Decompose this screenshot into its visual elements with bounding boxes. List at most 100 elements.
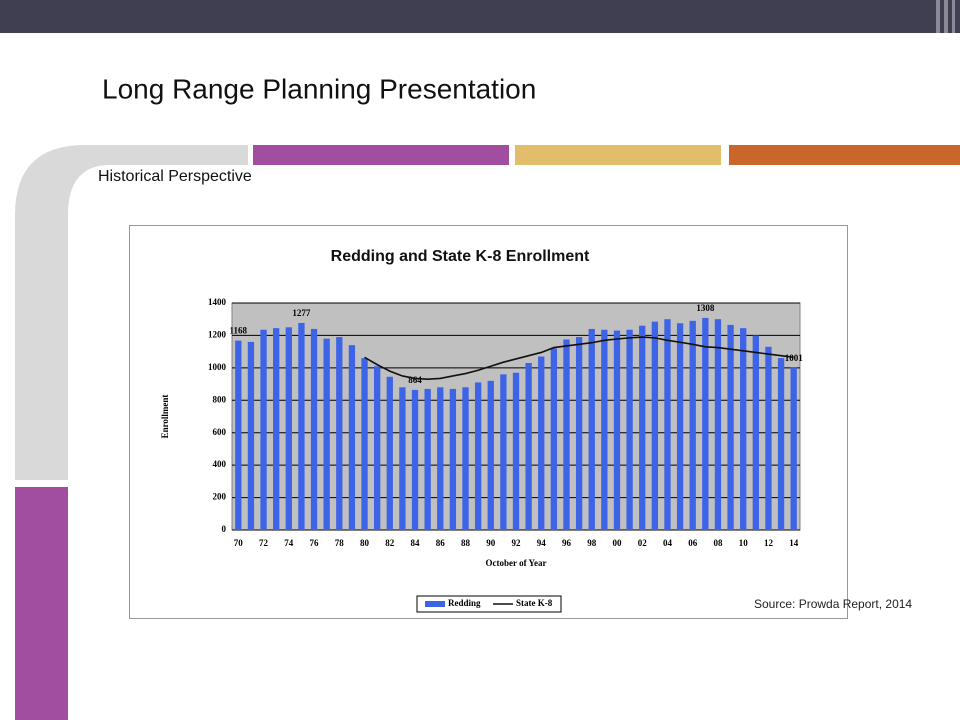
y-tick-label: 1400 [208,297,227,307]
legend-label: State K-8 [516,598,553,608]
bar [790,367,797,530]
x-tick-label: 04 [663,538,673,548]
bar [285,327,292,530]
chart-title: Redding and State K-8 Enrollment [331,248,590,265]
bar [348,345,356,530]
x-tick-label: 78 [335,538,345,548]
bar [601,329,608,530]
bar [538,356,545,530]
strip [253,145,509,165]
bar [487,380,494,530]
bar [563,339,570,530]
y-tick-label: 1200 [208,329,227,339]
bar [765,346,772,530]
bar [740,328,747,530]
bar [714,319,722,530]
bar [588,328,595,530]
source: Source: Prowda Report, 2014 [754,597,912,611]
bar [462,387,469,530]
strip [729,145,960,165]
bar [613,330,621,530]
data-label: 1168 [230,326,248,336]
bar [449,388,457,530]
bar [260,329,267,530]
bar [298,322,305,530]
legend-box [416,595,562,613]
x-tick-label: 06 [688,538,698,548]
bar [386,376,393,530]
bar [651,321,658,530]
bar [525,362,532,530]
bar [361,358,368,530]
bar [639,325,646,530]
x-tick-label: 94 [537,538,547,548]
bar [411,389,419,530]
bar [752,335,759,530]
data-label: 864 [408,375,422,385]
bar [676,323,684,530]
x-tick-label: 12 [764,538,774,548]
bar [374,366,381,530]
bar [437,387,444,530]
bar [777,358,785,530]
bar [474,382,482,530]
left-block [15,487,68,720]
x-tick-label: 10 [739,538,749,548]
bar [702,317,709,530]
y-tick-label: 200 [213,492,227,502]
left-curve [15,145,248,480]
x-tick-label: 98 [587,538,597,548]
bar [727,324,734,530]
x-tick-label: 82 [385,538,395,548]
bar [323,338,330,530]
bar [512,372,520,530]
bar [336,337,343,530]
data-label: 1001 [785,353,804,363]
x-tick-label: 02 [638,538,648,548]
data-label: 1308 [696,303,715,313]
top-bar [0,0,960,33]
y-tick-label: 800 [213,394,227,404]
bar [235,340,242,530]
bar [575,337,583,530]
bar [399,387,406,530]
x-tick-label: 74 [284,538,294,548]
slide-title: Long Range Planning Presentation [102,73,536,104]
bar [689,320,696,530]
y-tick-label: 600 [213,427,227,437]
y-axis-label: Enrollment [160,395,170,439]
x-tick-label: 70 [234,538,244,548]
top-stripe [952,0,955,33]
bar [310,328,318,530]
x-tick-label: 88 [461,538,471,548]
x-tick-label: 86 [436,538,446,548]
bar [664,319,671,530]
x-axis-label: October of Year [486,558,547,568]
x-tick-label: 92 [512,538,522,548]
y-tick-label: 1000 [208,362,227,372]
y-tick-label: 0 [222,524,227,534]
x-tick-label: 14 [789,538,799,548]
legend-swatch [425,601,445,607]
bar [626,329,633,530]
bar [247,341,255,530]
legend-label: Redding [448,598,481,608]
slide-subtitle: Historical Perspective [98,168,252,185]
bar [550,348,558,530]
x-tick-label: 96 [562,538,572,548]
x-tick-label: 84 [411,538,421,548]
x-tick-label: 90 [486,538,496,548]
bar [424,388,431,530]
bar [500,374,507,530]
y-tick-label: 400 [213,459,227,469]
x-tick-label: 72 [259,538,269,548]
top-stripe [936,0,940,33]
x-tick-label: 00 [612,538,622,548]
data-label: 1277 [292,308,311,318]
bar [273,328,280,530]
strip [515,145,721,165]
x-tick-label: 80 [360,538,370,548]
x-tick-label: 08 [713,538,723,548]
